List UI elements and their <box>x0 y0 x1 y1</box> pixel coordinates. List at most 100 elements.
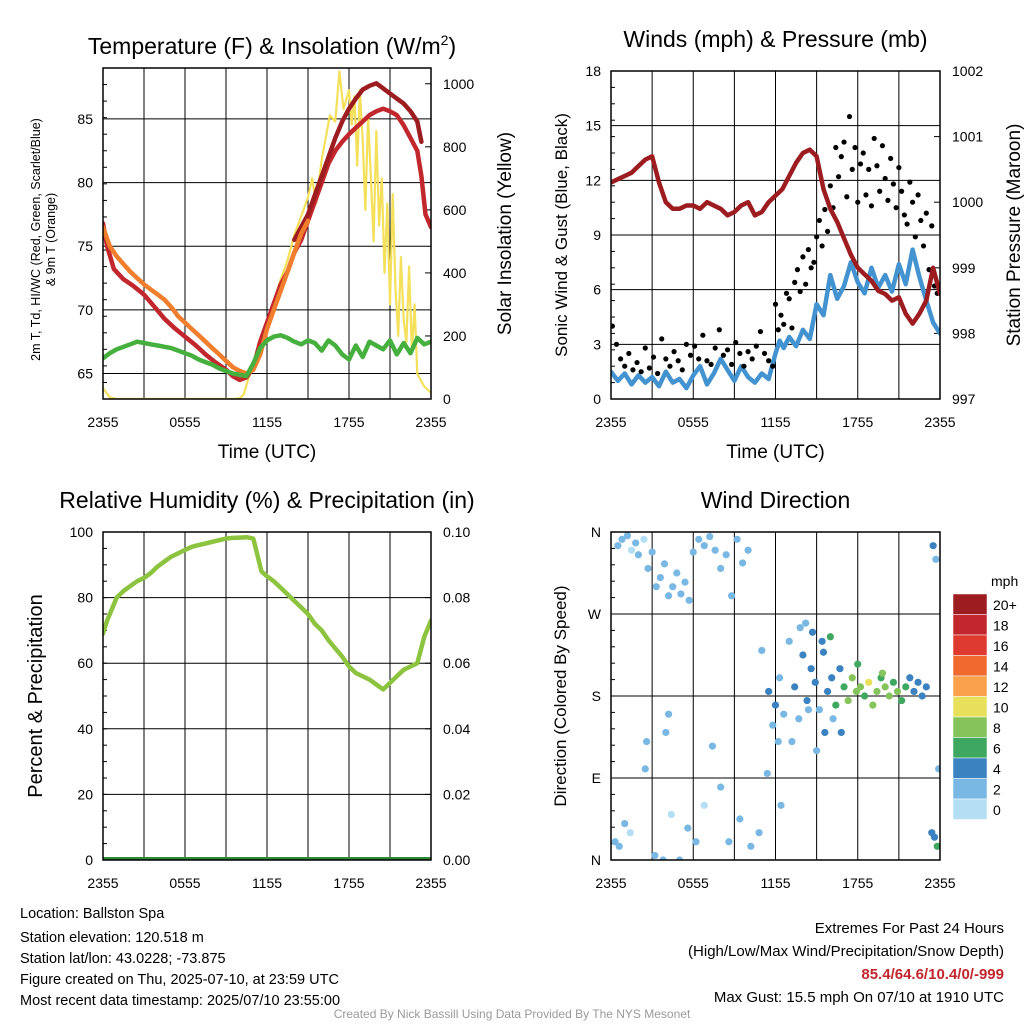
direction-point <box>869 701 877 709</box>
gust-point <box>667 363 673 369</box>
y-tick-label: 40 <box>77 721 93 737</box>
colorbar-label: 14 <box>993 659 1009 675</box>
gust-point <box>781 321 787 327</box>
extremes-title: Extremes For Past 24 Hours <box>814 920 1004 937</box>
colorbar-label: 8 <box>993 720 1001 736</box>
x-tick-label: 1755 <box>333 875 364 891</box>
direction-point <box>898 696 906 705</box>
y2-tick-label: 0.02 <box>443 786 470 802</box>
gust-point <box>899 188 905 194</box>
direction-point <box>885 692 893 700</box>
direction-point <box>662 728 670 737</box>
direction-point <box>799 651 807 659</box>
colorbar-label: 20+ <box>993 597 1017 613</box>
plot-area <box>611 113 940 391</box>
chart-title: Relative Humidity (%) & Precipitation (i… <box>59 487 474 513</box>
direction-point <box>929 542 937 550</box>
gust-point <box>679 367 685 373</box>
direction-point <box>627 546 636 554</box>
y-axis-label: Direction (Colored By Speed) <box>551 585 570 806</box>
direction-point <box>795 715 803 723</box>
gust-point <box>687 352 694 358</box>
gust-point <box>737 350 743 357</box>
gust-point <box>811 259 817 265</box>
direction-point <box>667 810 675 819</box>
gust-point <box>915 192 921 198</box>
direction-point <box>889 678 897 686</box>
direction-point <box>739 559 747 567</box>
x-tick-label: 0555 <box>678 875 709 891</box>
x-tick-label: 1755 <box>842 414 873 430</box>
direction-point <box>648 548 656 556</box>
created-text: Figure created on Thu, 2025-07-10, at 23… <box>20 972 339 988</box>
gust-point <box>720 352 727 358</box>
gust-point <box>692 343 698 349</box>
colorbar-swatch <box>952 778 988 800</box>
y2-tick-label: 600 <box>443 202 467 218</box>
y2-tick-label: 200 <box>443 328 467 344</box>
chart-title: Wind Direction <box>701 487 851 513</box>
gust-point <box>749 356 755 362</box>
x-tick-label: 1755 <box>333 414 364 430</box>
gust-point <box>786 296 792 302</box>
y2-tick-label: 998 <box>952 325 976 341</box>
direction-point <box>673 569 681 577</box>
gust-point <box>783 290 790 296</box>
y2-tick-label: 0.06 <box>443 655 470 671</box>
gust-point <box>814 234 820 240</box>
gust-point <box>729 361 735 367</box>
direction-point <box>910 687 918 696</box>
direction-point <box>681 578 689 586</box>
y-axis-label: Percent & Precipitation <box>25 594 47 797</box>
gust-point <box>642 345 648 351</box>
direction-point <box>685 596 693 604</box>
direction-point <box>736 815 744 823</box>
direction-point <box>823 687 832 696</box>
gust-point <box>852 144 858 151</box>
chart-dir: 2355 0555 1155 1755 2355 N E S W N Wind Direction D… <box>551 487 1018 891</box>
y2-tick-label: 997 <box>952 391 976 407</box>
y2-tick-label: 1000 <box>443 76 474 92</box>
gust-point <box>838 154 844 160</box>
gust-point <box>860 150 866 156</box>
y-tick-label: 0 <box>593 391 601 407</box>
gust-point <box>745 349 751 355</box>
direction-point <box>634 551 643 559</box>
gust-point <box>797 288 803 295</box>
direction-point <box>623 532 632 540</box>
y-tick-label: 18 <box>585 63 601 79</box>
series-line-trace <box>103 333 431 379</box>
gust-point <box>650 354 657 360</box>
y-tick-label: 6 <box>593 282 601 298</box>
gust-point <box>808 265 814 271</box>
direction-point <box>744 546 752 554</box>
direction-point <box>644 564 652 573</box>
gust-point <box>675 358 681 364</box>
gust-point <box>789 325 795 331</box>
direction-point <box>780 710 788 718</box>
plot-area <box>103 534 431 860</box>
direction-point <box>733 535 741 543</box>
y-tick-label: 3 <box>593 336 601 352</box>
plot-frame <box>610 70 941 400</box>
gust-point <box>882 175 888 182</box>
gust-point <box>929 223 935 229</box>
gust-point <box>855 199 861 205</box>
y-tick-label: 75 <box>77 238 93 254</box>
chart-rh: 2355 0555 1155 1755 2355 0 20 40 60 80 100 0.00 0.02… <box>25 487 475 891</box>
colorbar-swatch <box>952 757 988 779</box>
gust-point <box>613 341 620 347</box>
gust-point <box>901 212 907 218</box>
direction-point <box>796 624 804 632</box>
y-tick-label: 12 <box>585 172 601 188</box>
gust-point <box>696 356 702 362</box>
direction-point <box>836 665 844 673</box>
title-sup: 2 <box>441 32 449 48</box>
y2-tick-label: 999 <box>952 260 976 276</box>
direction-point <box>728 592 736 600</box>
direction-point <box>769 721 777 729</box>
direction-point <box>902 683 910 691</box>
gust-point <box>816 217 822 224</box>
gust-point <box>912 234 918 240</box>
